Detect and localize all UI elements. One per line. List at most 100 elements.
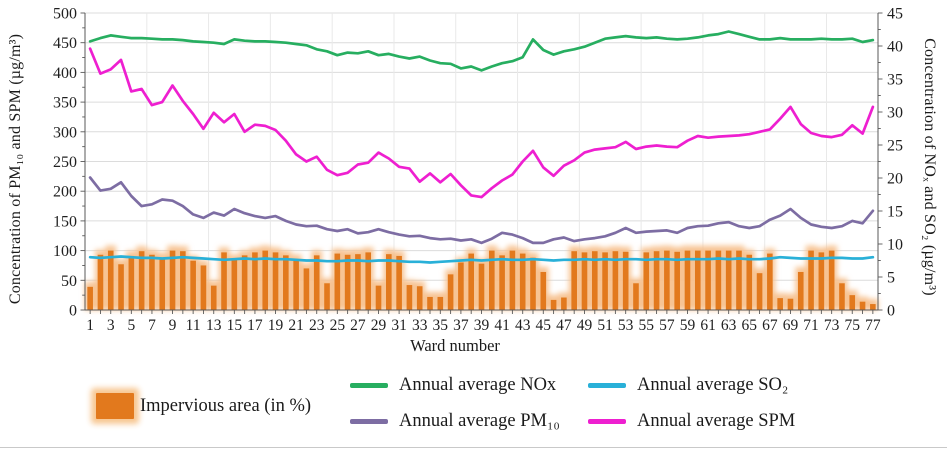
impervious-bar xyxy=(97,254,104,310)
y-right-tick-label: 10 xyxy=(887,237,903,254)
x-axis-title: Ward number xyxy=(410,336,500,355)
impervious-bar xyxy=(396,255,402,310)
impervious-bar xyxy=(561,297,567,310)
impervious-bar xyxy=(499,255,505,310)
x-tick-label: 53 xyxy=(618,317,634,334)
impervious-bar xyxy=(797,271,804,310)
impervious-bar xyxy=(313,255,320,310)
impervious-bar xyxy=(118,264,124,310)
impervious-bar xyxy=(591,251,598,310)
y-axis-title-right: Concentration of NOₓ and SO₂ (µg/m³) xyxy=(921,38,938,296)
y-left-tick-label: 250 xyxy=(53,154,77,171)
impervious-bar xyxy=(303,268,310,310)
bottom-divider xyxy=(0,447,947,448)
impervious-bar xyxy=(293,259,299,310)
impervious-bar xyxy=(839,283,845,310)
so2-line-swatch xyxy=(588,383,626,388)
y-axis-title-left: Concentration of PM₁₀ and SPM (µg/m³) xyxy=(7,33,24,305)
impervious-bar xyxy=(149,254,155,310)
impervious-bar xyxy=(200,265,207,310)
impervious-bar xyxy=(612,251,619,310)
legend-item-spm: Annual average SPM xyxy=(588,411,795,432)
x-tick-label: 1 xyxy=(86,317,94,334)
impervious-bar xyxy=(643,252,650,310)
legend: Impervious area (in %) Annual average NO… xyxy=(0,366,947,442)
y-right-tick-label: 30 xyxy=(887,105,903,122)
x-tick-label: 43 xyxy=(515,317,531,334)
impervious-bar xyxy=(128,255,135,310)
line-left xyxy=(88,47,875,199)
nox-line-swatch xyxy=(350,383,388,388)
impervious-bar xyxy=(107,250,114,310)
x-tick-label: 39 xyxy=(474,317,490,334)
impervious-bar xyxy=(159,257,166,310)
y-right-tick-label: 5 xyxy=(887,270,895,287)
x-tick-label: 31 xyxy=(391,317,407,334)
x-tick-label: 23 xyxy=(309,317,325,334)
impervious-bar xyxy=(684,250,691,310)
y-left-tick-label: 50 xyxy=(61,273,77,290)
x-tick-label: 45 xyxy=(536,317,552,334)
legend-item-impervious: Impervious area (in %) xyxy=(96,393,311,419)
x-tick-label: 5 xyxy=(127,317,135,334)
y-left-tick-label: 200 xyxy=(53,184,77,201)
x-tick-label: 65 xyxy=(742,317,758,334)
y-left-tick-label: 450 xyxy=(53,35,77,52)
impervious-bar xyxy=(447,274,454,310)
y-left-tick-label: 350 xyxy=(53,95,77,112)
impervious-bar xyxy=(190,260,196,310)
x-tick-label: 59 xyxy=(680,317,696,334)
x-tick-label: 3 xyxy=(107,317,115,334)
impervious-bar xyxy=(272,252,279,310)
y-left-tick-label: 500 xyxy=(53,6,77,23)
impervious-bar xyxy=(622,251,629,310)
x-tick-label: 41 xyxy=(494,317,510,334)
impervious-bar xyxy=(519,253,526,310)
y-left-tick-label: 100 xyxy=(53,243,77,260)
x-tick-label: 47 xyxy=(556,317,572,334)
impervious-bar xyxy=(355,254,361,310)
x-tick-label: 73 xyxy=(824,317,840,334)
impervious-bar xyxy=(849,295,856,310)
impervious-bar xyxy=(674,251,680,310)
impervious-bar-swatch xyxy=(96,393,134,419)
line-left xyxy=(88,176,875,245)
x-tick-label: 55 xyxy=(639,317,655,334)
impervious-bar xyxy=(787,298,794,310)
impervious-bar xyxy=(746,254,753,310)
impervious-bar xyxy=(694,250,701,310)
legend-item-nox: Annual average NOx xyxy=(350,375,556,396)
x-tick-label: 63 xyxy=(721,317,737,334)
impervious-bar xyxy=(705,250,711,310)
impervious-bar xyxy=(241,255,248,310)
line-right xyxy=(88,255,875,264)
impervious-bar xyxy=(859,301,866,310)
impervious-bar xyxy=(375,285,382,310)
legend-label-nox: Annual average NOx xyxy=(399,375,557,395)
impervious-bar xyxy=(210,285,217,310)
impervious-bar xyxy=(262,250,269,310)
x-tick-label: 75 xyxy=(845,317,861,334)
legend-label-spm: Annual average SPM xyxy=(637,411,796,431)
y-right-tick-label: 45 xyxy=(887,6,903,23)
x-tick-label: 13 xyxy=(206,317,222,334)
impervious-bar xyxy=(509,250,516,310)
impervious-bar xyxy=(252,252,258,310)
y-left-tick-label: 300 xyxy=(53,124,77,141)
y-left-tick-label: 150 xyxy=(53,213,77,230)
impervious-bar xyxy=(344,254,351,310)
impervious-bar xyxy=(488,250,495,310)
x-tick-label: 19 xyxy=(268,317,284,334)
impervious-bar xyxy=(715,250,722,310)
impervious-bar xyxy=(550,299,557,310)
impervious-bar xyxy=(468,253,475,310)
line-right xyxy=(88,30,875,72)
legend-item-pm10: Annual average PM₁₀ xyxy=(350,411,560,432)
x-tick-label: 61 xyxy=(700,317,716,334)
impervious-bar xyxy=(756,273,763,310)
y-right-tick-label: 0 xyxy=(887,303,895,320)
x-tick-label: 77 xyxy=(865,317,881,334)
impervious-bar xyxy=(334,253,341,310)
impervious-bar xyxy=(406,285,413,310)
